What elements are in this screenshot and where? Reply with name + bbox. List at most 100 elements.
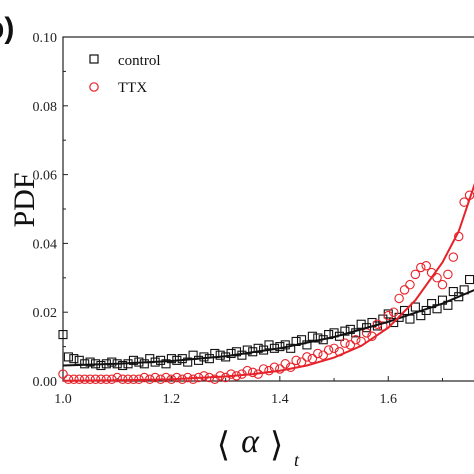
point-control [340, 326, 350, 336]
point-ttx [378, 321, 388, 331]
point-control [307, 331, 317, 341]
point-ttx [112, 372, 122, 383]
point-ttx [139, 372, 150, 383]
point-control [63, 352, 73, 362]
x-label-symbol: α [241, 423, 260, 460]
point-control [161, 359, 171, 369]
point-ttx [63, 374, 74, 385]
point-control [85, 357, 95, 367]
point-ttx [210, 374, 220, 385]
point-control [399, 305, 410, 316]
legend-marker-ttx [89, 82, 99, 92]
point-ttx [350, 334, 361, 345]
line-control-fit [62, 289, 474, 367]
point-ttx [410, 269, 421, 280]
point-control [215, 350, 225, 360]
point-ttx [199, 371, 209, 381]
point-control [128, 355, 139, 365]
y-tick-label: 0.08 [33, 100, 58, 115]
x-label-left-bracket: ⟨ [217, 427, 230, 464]
point-control [264, 340, 274, 350]
point-ttx [302, 352, 312, 362]
point-ttx [329, 343, 339, 354]
point-control [410, 302, 420, 312]
point-control [183, 357, 193, 367]
legend: control TTX [89, 53, 161, 96]
point-ttx [323, 345, 334, 355]
point-ttx [340, 338, 350, 348]
point-ttx [318, 350, 328, 360]
point-ttx [74, 374, 85, 385]
point-control [166, 354, 176, 364]
point-control [107, 357, 117, 367]
point-control [118, 360, 128, 371]
point-control [96, 360, 106, 371]
x-axis-label: ⟨ α ⟩ t [217, 423, 300, 470]
point-control [465, 274, 474, 285]
point-control [302, 340, 312, 350]
line-ttx-fit [62, 183, 474, 382]
point-ttx [399, 285, 410, 295]
point-control [454, 292, 464, 302]
legend-marker-control [89, 54, 99, 64]
point-ttx [345, 340, 356, 350]
point-control [69, 354, 79, 364]
y-tick-label: 0.10 [33, 31, 58, 46]
point-ttx [421, 261, 431, 271]
point-ttx [443, 269, 453, 280]
panel-label: b) [0, 12, 14, 45]
point-ttx [383, 310, 394, 321]
legend-label-control: control [118, 53, 161, 69]
point-ttx [394, 293, 404, 304]
x-tick-label: 1.2 [163, 392, 181, 407]
point-ttx [247, 367, 258, 378]
point-ttx [161, 372, 171, 383]
point-ttx [85, 374, 95, 385]
point-ttx [79, 374, 90, 385]
point-ttx [448, 252, 459, 262]
point-control [356, 319, 366, 329]
y-tick-label: 0.04 [33, 237, 58, 252]
y-tick-label: 0.00 [33, 375, 58, 390]
point-ttx [416, 262, 426, 273]
point-control [226, 348, 236, 359]
point-ttx [291, 355, 301, 366]
point-control [177, 354, 187, 364]
point-ttx [172, 372, 182, 383]
point-control [280, 340, 290, 350]
point-control [448, 287, 458, 297]
x-label-subscript: t [294, 450, 300, 470]
point-control [286, 343, 296, 353]
x-tick-label: 1.4 [271, 392, 289, 407]
point-control [231, 347, 242, 357]
point-ttx [107, 374, 117, 385]
point-ttx [69, 374, 79, 385]
point-ttx [405, 279, 415, 290]
point-ttx [313, 348, 323, 359]
point-control [313, 333, 323, 343]
legend-label-ttx: TTX [118, 80, 147, 96]
point-ttx [90, 374, 101, 385]
point-ttx [101, 374, 112, 385]
point-control [389, 317, 399, 328]
y-axis-label: PDF [8, 172, 41, 227]
plot-area: 0.00 0.02 0.04 0.06 0.08 0.10 1.0 1.2 1.4 1.6 [33, 31, 474, 407]
point-control [139, 359, 149, 369]
point-ttx [437, 279, 448, 290]
point-ttx [226, 369, 236, 379]
y-tick-label: 0.02 [33, 306, 58, 321]
point-ttx [96, 374, 106, 385]
x-tick-label: 1.6 [380, 392, 398, 407]
y-tick-label: 0.06 [33, 169, 58, 184]
point-control [58, 330, 68, 340]
point-ttx [388, 307, 399, 317]
point-ttx [58, 369, 68, 379]
point-ttx [280, 359, 291, 369]
point-ttx [432, 273, 442, 283]
x-label-right-bracket: ⟩ [270, 427, 283, 464]
point-ttx [307, 353, 318, 364]
point-ttx [150, 372, 160, 383]
point-control [193, 355, 204, 365]
x-tick-label: 1.0 [54, 392, 72, 407]
